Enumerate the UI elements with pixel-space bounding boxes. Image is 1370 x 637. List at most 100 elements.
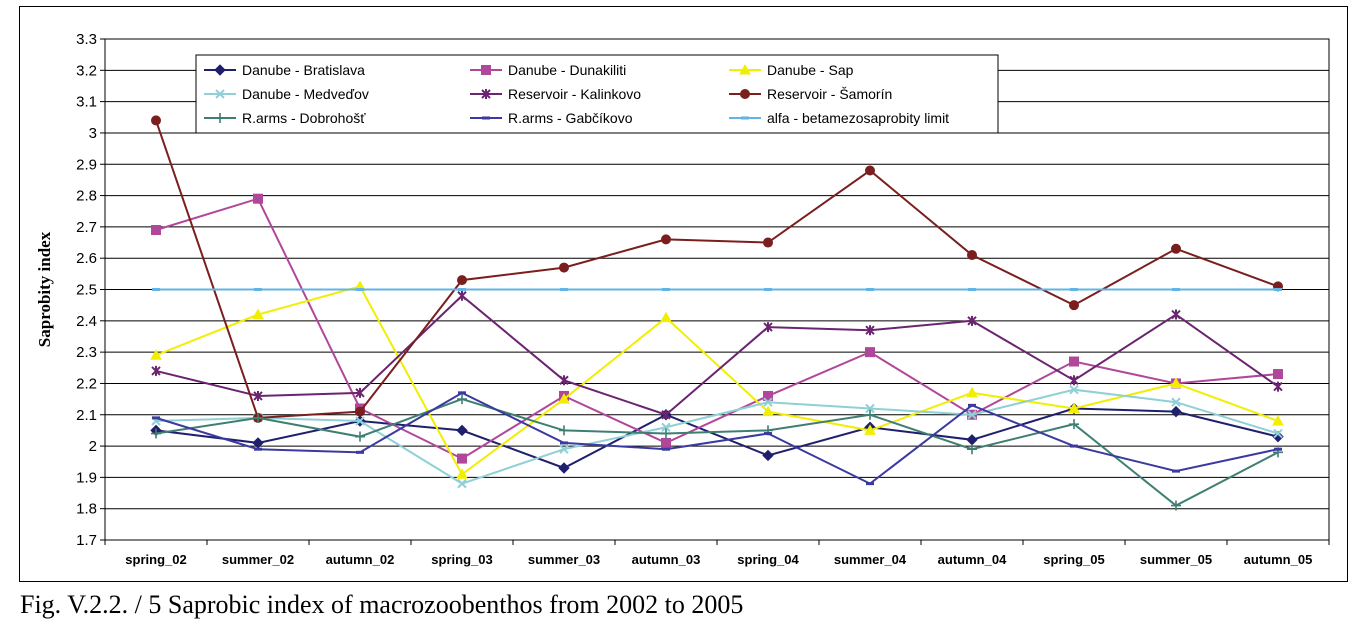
data-point — [661, 437, 671, 448]
series-2 — [150, 280, 1284, 479]
data-point — [660, 311, 672, 323]
x-tick-label: spring_03 — [431, 552, 492, 567]
data-point — [764, 432, 772, 436]
legend-box — [195, 54, 999, 134]
legend-label: Danube - Bratislava — [242, 62, 365, 78]
legend-label: Reservoir - Kalinkovo — [508, 86, 641, 102]
data-point — [762, 449, 774, 462]
data-point — [355, 387, 365, 398]
figure-caption: Fig. V.2.2. / 5 Saprobic index of macroz… — [20, 590, 744, 619]
data-point — [661, 428, 671, 439]
data-point — [253, 193, 263, 204]
x-tick-label: autumn_02 — [326, 552, 395, 567]
data-point — [866, 482, 874, 486]
series-line — [155, 285, 1279, 476]
data-point — [763, 237, 773, 248]
data-point — [1069, 375, 1079, 386]
legend-item: Danube - Bratislava — [204, 62, 365, 78]
data-point — [1274, 288, 1282, 291]
line-chart: 1.7 1.8 1.9 2 2.1 2.2 2.3 2.4 2.5 2.6 2.7 2.8 2.9 3 3.… — [35, 31, 1330, 567]
series-line — [155, 388, 1279, 485]
data-point — [966, 386, 978, 398]
y-tick-label: 2.3 — [76, 344, 97, 361]
data-point — [355, 416, 365, 426]
data-point — [151, 365, 161, 376]
y-tick-label: 2.2 — [76, 375, 97, 392]
legend-label: Reservoir - Šamorín — [767, 86, 892, 102]
data-point — [560, 288, 568, 291]
data-point — [1070, 288, 1078, 291]
legend-item: Danube - Medveďov — [204, 86, 369, 102]
x-tick-label: spring_05 — [1043, 552, 1104, 567]
legend-marker — [482, 116, 490, 120]
data-point — [865, 409, 875, 420]
x-tick-label: autumn_05 — [1244, 552, 1313, 567]
legend-item: R.arms - Gabčíkovo — [470, 110, 633, 126]
series-line — [155, 398, 1279, 507]
data-point — [968, 403, 976, 407]
data-point — [253, 412, 263, 423]
data-point — [763, 397, 773, 407]
data-point — [763, 390, 773, 401]
x-tick-label: spring_02 — [125, 552, 186, 567]
data-point — [458, 288, 466, 291]
data-point — [866, 288, 874, 291]
x-tick-label: summer_04 — [834, 552, 907, 567]
data-point — [558, 393, 570, 404]
data-point — [1273, 428, 1283, 439]
data-point — [559, 375, 569, 386]
data-point — [254, 447, 262, 451]
y-axis-title: Saprobity index — [35, 231, 54, 347]
data-point — [558, 462, 570, 474]
y-tick-label: 2.8 — [76, 188, 97, 205]
data-point — [1171, 243, 1181, 254]
x-tick-label: summer_05 — [1140, 552, 1212, 567]
data-point — [1171, 500, 1181, 511]
data-point — [1070, 444, 1078, 448]
data-point — [559, 262, 569, 273]
data-point — [152, 416, 160, 420]
y-tick-label: 2.5 — [76, 282, 97, 299]
data-point — [763, 322, 773, 333]
legend-item: Reservoir - Šamorín — [729, 86, 892, 102]
y-tick-label: 2.1 — [76, 407, 97, 424]
chart-frame: 1.7 1.8 1.9 2 2.1 2.2 2.3 2.4 2.5 2.6 2.7 2.8 2.9 3 3.… — [19, 6, 1348, 582]
data-point — [1172, 469, 1180, 473]
data-point — [967, 444, 977, 455]
data-point — [967, 315, 977, 326]
legend: Danube - Bratislava Danube - Dunakiliti Da… — [195, 54, 999, 134]
data-point — [356, 288, 364, 291]
data-point — [457, 453, 467, 464]
data-point — [967, 250, 977, 261]
data-point — [1170, 405, 1182, 418]
data-point — [151, 225, 161, 236]
legend-item: Reservoir - Kalinkovo — [470, 86, 641, 102]
y-tick-label: 3.3 — [76, 31, 97, 48]
series-6 — [151, 394, 1283, 511]
data-point — [1069, 300, 1079, 311]
legend-item: Danube - Sap — [729, 62, 854, 78]
data-point — [457, 478, 467, 489]
x-tick-label: autumn_04 — [938, 552, 1007, 567]
legend-label: Danube - Dunakiliti — [508, 62, 626, 78]
data-point — [1068, 402, 1080, 413]
data-point — [865, 325, 875, 336]
data-point — [661, 234, 671, 245]
data-point — [865, 403, 875, 414]
data-point — [967, 410, 977, 420]
series-4 — [151, 290, 1283, 420]
y-tick-label: 2 — [89, 438, 97, 455]
series-7 — [152, 391, 1282, 486]
data-point — [559, 444, 569, 454]
series-line — [155, 120, 1279, 419]
data-point — [253, 390, 263, 401]
legend-label: Danube - Sap — [767, 62, 854, 78]
data-point — [1172, 288, 1180, 291]
data-point — [662, 447, 670, 451]
y-tick-label: 3.2 — [76, 62, 97, 79]
data-point — [252, 308, 264, 320]
x-tick-label: spring_04 — [737, 552, 799, 567]
series-line — [155, 391, 1279, 485]
legend-label: R.arms - Gabčíkovo — [508, 110, 633, 126]
data-point — [865, 165, 875, 176]
